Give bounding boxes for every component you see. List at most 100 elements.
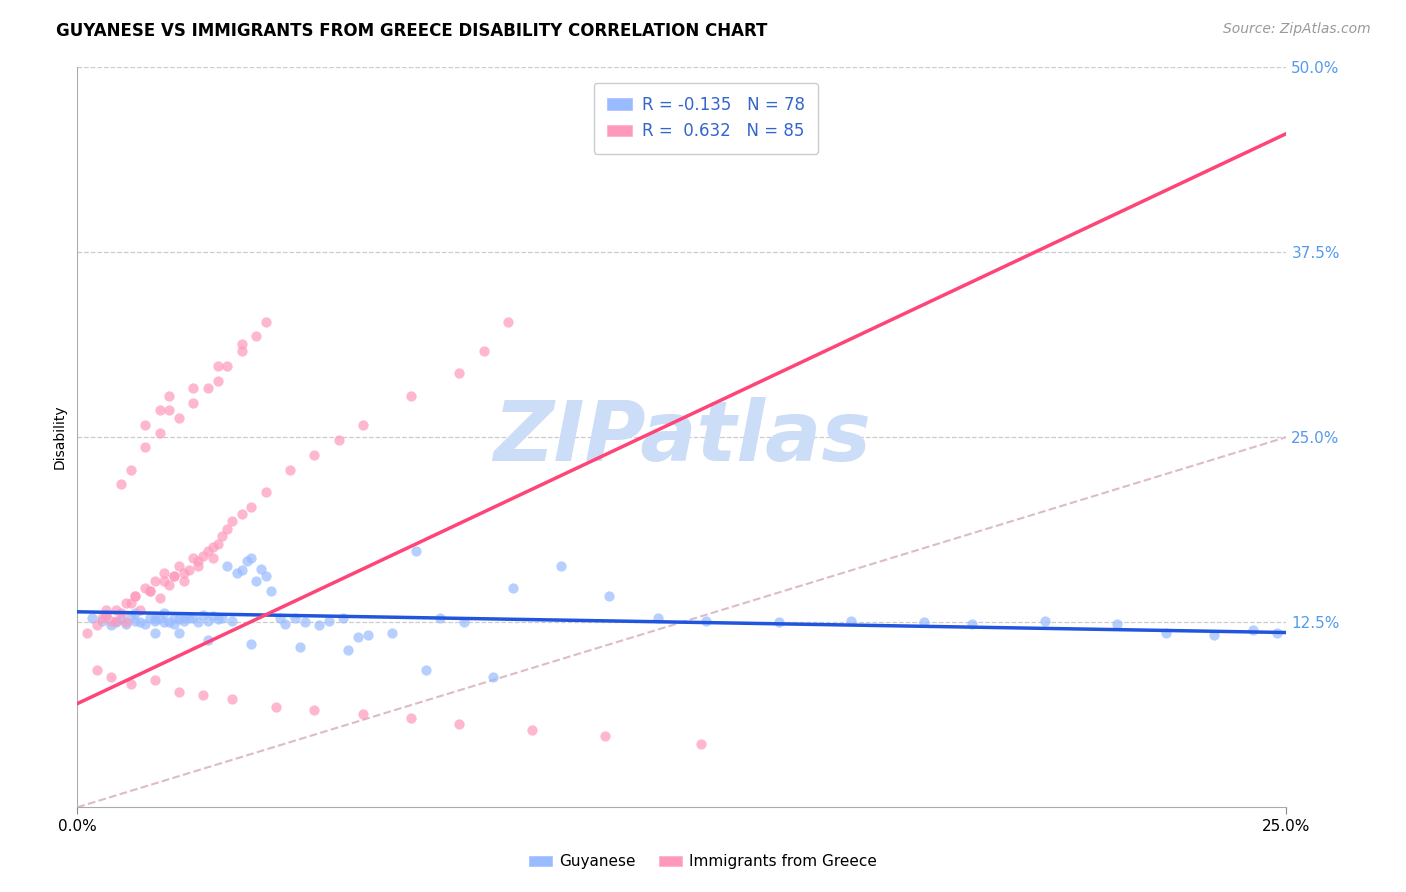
Immigrants from Greece bbox=[520, 723, 543, 738]
Guyanese bbox=[294, 615, 316, 630]
Guyanese bbox=[245, 574, 267, 588]
Immigrants from Greece bbox=[110, 607, 132, 621]
Immigrants from Greece bbox=[221, 515, 243, 529]
Guyanese bbox=[912, 615, 935, 630]
Immigrants from Greece bbox=[245, 329, 267, 343]
Immigrants from Greece bbox=[449, 717, 471, 731]
Immigrants from Greece bbox=[114, 596, 136, 610]
Immigrants from Greece bbox=[139, 584, 162, 599]
Guyanese bbox=[191, 607, 214, 622]
Immigrants from Greece bbox=[153, 566, 176, 581]
Immigrants from Greece bbox=[352, 418, 374, 433]
Immigrants from Greece bbox=[134, 441, 156, 455]
Immigrants from Greece bbox=[399, 711, 422, 725]
Immigrants from Greece bbox=[231, 336, 253, 351]
Guyanese bbox=[120, 609, 142, 624]
Guyanese bbox=[1241, 623, 1264, 637]
Immigrants from Greece bbox=[105, 614, 128, 628]
Guyanese bbox=[134, 616, 156, 631]
Guyanese bbox=[260, 584, 283, 599]
Immigrants from Greece bbox=[496, 315, 519, 329]
Guyanese bbox=[482, 670, 505, 684]
Guyanese bbox=[139, 611, 162, 625]
Immigrants from Greece bbox=[110, 477, 132, 491]
Immigrants from Greece bbox=[201, 540, 224, 554]
Text: Source: ZipAtlas.com: Source: ZipAtlas.com bbox=[1223, 22, 1371, 37]
Immigrants from Greece bbox=[399, 389, 422, 403]
Immigrants from Greece bbox=[120, 596, 142, 610]
Immigrants from Greece bbox=[472, 344, 495, 359]
Immigrants from Greece bbox=[120, 677, 142, 691]
Guyanese bbox=[96, 607, 118, 622]
Guyanese bbox=[143, 625, 166, 640]
Guyanese bbox=[240, 551, 263, 566]
Immigrants from Greece bbox=[157, 389, 180, 403]
Guyanese bbox=[105, 615, 128, 630]
Guyanese bbox=[221, 614, 243, 628]
Guyanese bbox=[356, 628, 378, 642]
Immigrants from Greece bbox=[100, 670, 122, 684]
Guyanese bbox=[148, 611, 170, 625]
Immigrants from Greece bbox=[86, 618, 108, 632]
Guyanese bbox=[163, 616, 186, 631]
Immigrants from Greece bbox=[120, 463, 142, 477]
Immigrants from Greece bbox=[304, 448, 326, 462]
Guyanese bbox=[254, 569, 277, 583]
Guyanese bbox=[960, 616, 983, 631]
Guyanese bbox=[429, 611, 451, 625]
Immigrants from Greece bbox=[264, 699, 287, 714]
Guyanese bbox=[269, 611, 291, 625]
Immigrants from Greece bbox=[114, 615, 136, 630]
Text: GUYANESE VS IMMIGRANTS FROM GREECE DISABILITY CORRELATION CHART: GUYANESE VS IMMIGRANTS FROM GREECE DISAB… bbox=[56, 22, 768, 40]
Guyanese bbox=[187, 615, 209, 630]
Guyanese bbox=[453, 615, 475, 630]
Immigrants from Greece bbox=[191, 549, 214, 563]
Immigrants from Greece bbox=[143, 574, 166, 588]
Guyanese bbox=[217, 558, 239, 573]
Immigrants from Greece bbox=[217, 522, 239, 536]
Guyanese bbox=[1154, 625, 1177, 640]
Guyanese bbox=[1033, 614, 1056, 628]
Immigrants from Greece bbox=[197, 544, 219, 558]
Immigrants from Greece bbox=[148, 591, 170, 606]
Immigrants from Greece bbox=[96, 603, 118, 617]
Immigrants from Greece bbox=[129, 603, 152, 617]
Guyanese bbox=[114, 616, 136, 631]
Immigrants from Greece bbox=[134, 581, 156, 595]
Guyanese bbox=[80, 611, 103, 625]
Immigrants from Greece bbox=[76, 625, 98, 640]
Immigrants from Greece bbox=[167, 410, 190, 425]
Guyanese bbox=[124, 614, 146, 628]
Guyanese bbox=[1202, 628, 1225, 642]
Guyanese bbox=[235, 554, 257, 568]
Guyanese bbox=[173, 611, 195, 625]
Immigrants from Greece bbox=[593, 729, 616, 743]
Guyanese bbox=[207, 612, 229, 626]
Guyanese bbox=[153, 615, 176, 630]
Immigrants from Greece bbox=[96, 607, 118, 622]
Guyanese bbox=[110, 612, 132, 626]
Guyanese bbox=[167, 612, 190, 626]
Guyanese bbox=[381, 625, 404, 640]
Immigrants from Greece bbox=[100, 614, 122, 628]
Immigrants from Greece bbox=[167, 558, 190, 573]
Immigrants from Greece bbox=[163, 569, 186, 583]
Guyanese bbox=[157, 615, 180, 630]
Guyanese bbox=[337, 643, 360, 657]
Guyanese bbox=[839, 614, 862, 628]
Immigrants from Greece bbox=[183, 551, 205, 566]
Guyanese bbox=[90, 614, 112, 628]
Immigrants from Greece bbox=[139, 584, 162, 599]
Guyanese bbox=[647, 611, 669, 625]
Guyanese bbox=[173, 614, 195, 628]
Immigrants from Greece bbox=[177, 563, 200, 577]
Immigrants from Greece bbox=[124, 589, 146, 603]
Text: ZIPatlas: ZIPatlas bbox=[494, 397, 870, 477]
Guyanese bbox=[231, 563, 253, 577]
Guyanese bbox=[226, 566, 249, 581]
Guyanese bbox=[197, 632, 219, 647]
Immigrants from Greece bbox=[690, 737, 713, 751]
Immigrants from Greece bbox=[187, 558, 209, 573]
Immigrants from Greece bbox=[304, 702, 326, 716]
Guyanese bbox=[288, 640, 311, 655]
